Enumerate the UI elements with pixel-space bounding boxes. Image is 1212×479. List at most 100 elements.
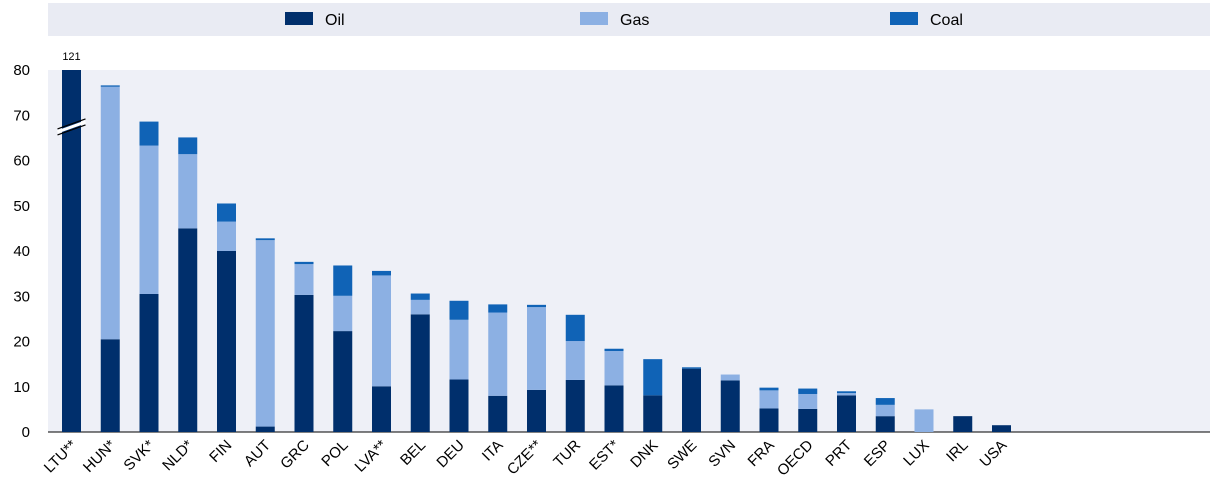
bar-cze-oil — [527, 389, 546, 432]
y-tick-label: 60 — [13, 153, 30, 170]
x-tick-label: LTU** — [41, 437, 81, 477]
bar-aut-gas — [255, 240, 275, 427]
y-tick-label: 50 — [13, 198, 30, 215]
bar-oecd-coal — [798, 388, 818, 394]
bar-ita-coal — [488, 304, 508, 313]
bar-lva-oil — [372, 386, 391, 432]
x-tick-label: FRA — [745, 437, 778, 470]
x-tick-label: SVK* — [120, 437, 157, 474]
plot-background — [48, 70, 1210, 432]
legend-label: Gas — [620, 12, 649, 29]
bar-fra-coal — [759, 387, 779, 391]
bar-esp-coal — [875, 398, 895, 405]
bar-hun-gas — [100, 86, 120, 340]
y-axis: 0 10 20 30 40 50 60 70 80 — [13, 62, 1210, 441]
bar-swe-oil — [682, 368, 701, 432]
bar-tur-coal — [565, 314, 585, 342]
bar-svk-coal — [139, 121, 159, 146]
bar-swe-coal — [682, 367, 701, 369]
bar-cze-gas — [527, 307, 546, 390]
bar-tur-oil — [565, 379, 585, 432]
bar-grc-gas — [294, 264, 314, 295]
x-tick-label: BEL — [397, 437, 429, 469]
bar-deu-oil — [449, 379, 469, 432]
y-tick-label: 80 — [13, 62, 30, 79]
bar-oecd-oil — [798, 408, 818, 432]
x-tick-label: DEU — [433, 437, 467, 471]
bar-dnk-oil — [643, 395, 663, 432]
bar-pol-coal — [333, 265, 353, 296]
bar-usa-oil — [992, 425, 1011, 432]
x-tick-label: SWE — [664, 437, 700, 473]
legend-swatch — [580, 12, 608, 25]
x-tick-label: TUR — [550, 437, 584, 471]
legend-swatch — [285, 12, 313, 25]
bar-cze-coal — [527, 304, 546, 308]
bar-fin-gas — [217, 221, 236, 251]
x-tick-label: GRC — [277, 437, 313, 473]
y-tick-label: 20 — [13, 334, 30, 351]
legend: Oil Gas Coal — [285, 12, 963, 29]
bar-ita-oil — [488, 395, 508, 432]
bar-prt-gas — [837, 393, 856, 396]
bars: 121 — [56, 51, 1011, 432]
bar-est-gas — [604, 351, 624, 386]
data-label: 121 — [62, 51, 80, 63]
x-tick-label: POL — [318, 437, 351, 470]
bar-fin-oil — [217, 251, 236, 432]
legend-item-gas: Gas — [580, 12, 649, 29]
bar-svn-gas — [720, 374, 740, 381]
y-tick-label: 70 — [13, 107, 30, 124]
bar-bel-gas — [410, 299, 430, 315]
bar-lux-gas — [914, 409, 934, 432]
x-tick-label: ITA — [479, 437, 507, 465]
bar-nld-oil — [178, 228, 198, 432]
legend-item-coal: Coal — [890, 12, 963, 29]
bar-ltu-oil — [62, 70, 81, 432]
bar-pol-oil — [333, 331, 353, 432]
x-tick-label: USA — [976, 437, 1010, 471]
legend-background — [48, 3, 1210, 36]
x-tick-label: CZE** — [504, 437, 546, 479]
bar-aut-oil — [255, 426, 275, 432]
x-tick-label: LUX — [900, 437, 933, 470]
bar-esp-gas — [875, 404, 895, 417]
bar-esp-oil — [875, 416, 895, 432]
bar-prt-coal — [837, 391, 856, 394]
bar-pol-gas — [333, 295, 353, 332]
x-tick-label: IRL — [943, 437, 972, 466]
bar-lva-gas — [372, 275, 391, 387]
bar-lva-coal — [372, 270, 391, 276]
x-tick-label: NLD* — [159, 437, 196, 474]
legend-label: Oil — [325, 12, 345, 29]
legend-item-oil: Oil — [285, 12, 345, 29]
y-tick-label: 30 — [13, 288, 30, 305]
bar-deu-coal — [449, 300, 469, 320]
bar-nld-gas — [178, 154, 198, 229]
y-tick-label: 40 — [13, 243, 30, 260]
legend-swatch — [890, 12, 918, 25]
bar-fra-oil — [759, 408, 779, 432]
bar-prt-oil — [837, 395, 856, 432]
x-tick-label: ESP — [861, 437, 894, 470]
y-tick-label: 10 — [13, 379, 30, 396]
bar-svn-oil — [720, 380, 740, 432]
bar-est-oil — [604, 385, 624, 432]
x-tick-label: HUN* — [80, 437, 119, 476]
bar-svk-oil — [139, 293, 159, 432]
bar-oecd-gas — [798, 393, 818, 409]
x-tick-label: PRT — [822, 437, 855, 470]
legend-label: Coal — [930, 12, 963, 29]
bar-est-coal — [604, 348, 624, 352]
bar-ita-gas — [488, 312, 508, 396]
bar-deu-gas — [449, 319, 469, 380]
bar-hun-oil — [100, 339, 120, 432]
x-tick-label: SVN — [705, 437, 739, 471]
bar-irl-oil — [953, 416, 973, 432]
bar-bel-oil — [410, 314, 430, 432]
x-tick-label: OECD — [774, 437, 817, 479]
y-tick-label: 0 — [22, 424, 30, 441]
bar-grc-coal — [294, 261, 314, 265]
x-tick-label: LVA** — [352, 437, 391, 476]
